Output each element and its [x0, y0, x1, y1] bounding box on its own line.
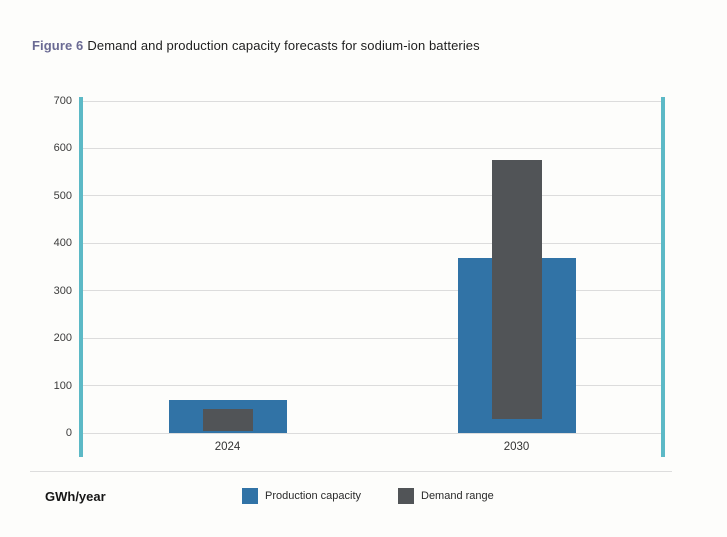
plot-area — [83, 100, 661, 434]
legend-item-production-capacity: Production capacity — [242, 488, 361, 504]
legend-label-demand-range: Demand range — [421, 490, 494, 502]
y-tick-label-300: 300 — [53, 284, 72, 297]
gridline-500 — [83, 195, 661, 197]
gridline-300 — [83, 290, 661, 292]
y-tick-label-700: 700 — [53, 95, 72, 107]
legend-swatch-production-capacity — [242, 488, 258, 504]
right-frame-line — [661, 97, 665, 457]
gridline-0 — [83, 432, 661, 434]
x-tick-label-2030: 2030 — [503, 441, 530, 453]
legend-item-demand-range: Demand range — [398, 488, 494, 504]
y-tick-label-400: 400 — [53, 237, 72, 250]
legend: Production capacity Demand range — [242, 488, 494, 504]
y-axis-line — [79, 97, 83, 457]
gridline-200 — [83, 337, 661, 339]
figure-number-label: Figure 6 — [32, 38, 84, 53]
y-tick-label-600: 600 — [53, 142, 72, 155]
footer-divider — [30, 471, 672, 472]
figure-title: Figure 6 Demand and production capacity f… — [32, 38, 480, 53]
y-tick-label-200: 200 — [53, 332, 72, 345]
y-tick-label-100: 100 — [53, 379, 72, 392]
gridline-600 — [83, 147, 661, 149]
gridline-700 — [83, 100, 661, 102]
y-axis-tick-labels: 0 100 200 300 400 500 600 700 — [0, 95, 72, 439]
y-axis-unit-label: GWh/year — [45, 489, 106, 504]
y-tick-label-0: 0 — [65, 427, 72, 439]
figure-caption-text: Demand and production capacity forecasts… — [87, 38, 480, 53]
y-tick-label-500: 500 — [53, 189, 72, 202]
legend-swatch-demand-range — [398, 488, 414, 504]
bar-demand-range-2030 — [491, 160, 542, 419]
bar-demand-range-2024 — [202, 409, 253, 431]
x-axis-tick-labels: 2024 2030 — [83, 441, 661, 457]
gridline-100 — [83, 385, 661, 387]
x-tick-label-2024: 2024 — [214, 441, 241, 453]
legend-label-production-capacity: Production capacity — [265, 490, 361, 502]
gridline-400 — [83, 242, 661, 244]
